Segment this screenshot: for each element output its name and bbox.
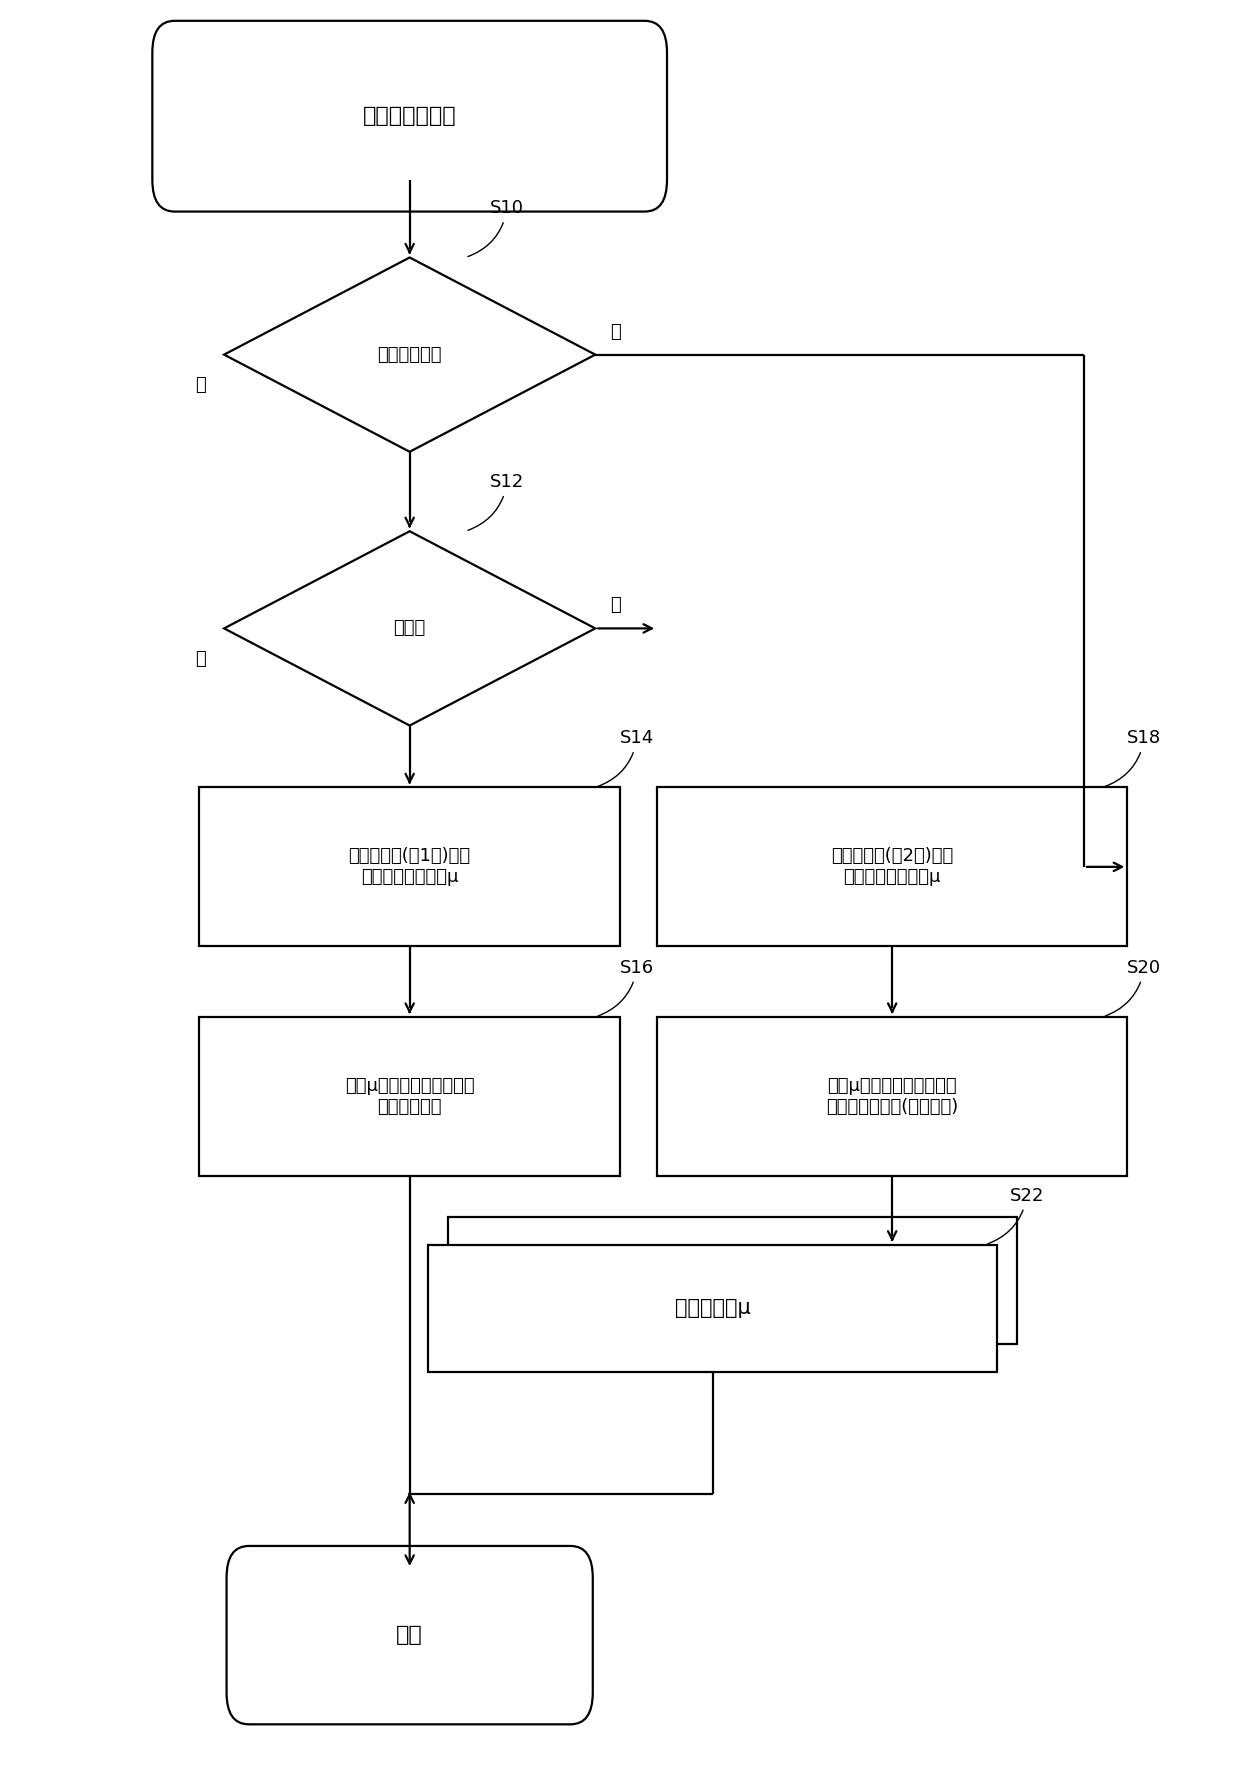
- Text: 设定学习值(第2值)作为
离合器压力计算用μ: 设定学习值(第2值)作为 离合器压力计算用μ: [831, 847, 954, 886]
- Text: S16: S16: [598, 959, 655, 1015]
- Bar: [428, 1245, 997, 1373]
- Text: 根据μ等计算离合器压力，
控制油压供给: 根据μ等计算离合器压力， 控制油压供给: [345, 1077, 475, 1116]
- Text: S10: S10: [467, 200, 525, 257]
- Bar: [657, 1017, 1127, 1176]
- FancyBboxPatch shape: [227, 1546, 593, 1725]
- Text: S12: S12: [467, 472, 525, 531]
- Bar: [657, 787, 1127, 946]
- Text: 是: 是: [610, 596, 621, 614]
- Polygon shape: [224, 531, 595, 725]
- Text: 打滑？: 打滑？: [393, 619, 425, 637]
- Text: S14: S14: [598, 729, 655, 787]
- Text: 是: 是: [610, 322, 621, 340]
- Polygon shape: [224, 258, 595, 451]
- Text: 节气阀关闭？: 节气阀关闭？: [377, 345, 441, 364]
- Text: S18: S18: [1105, 729, 1162, 787]
- Text: 退出: 退出: [397, 1626, 423, 1645]
- Text: S22: S22: [987, 1187, 1044, 1244]
- FancyBboxPatch shape: [153, 21, 667, 212]
- Bar: [200, 1017, 620, 1176]
- Text: S20: S20: [1105, 959, 1162, 1015]
- Text: 根据μ等计算离合器压力，
控制离合器容量(油压供给): 根据μ等计算离合器压力， 控制离合器容量(油压供给): [826, 1077, 959, 1116]
- Text: 否: 否: [195, 649, 206, 667]
- Text: 否: 否: [195, 375, 206, 394]
- Text: 离合器容量控制: 离合器容量控制: [363, 106, 456, 126]
- Bar: [200, 787, 620, 946]
- Text: 学习离合器μ: 学习离合器μ: [675, 1298, 750, 1318]
- Text: 设定下限值(第1值)作为
离合器压力计算用μ: 设定下限值(第1值)作为 离合器压力计算用μ: [348, 847, 471, 886]
- Bar: [448, 1217, 1017, 1344]
